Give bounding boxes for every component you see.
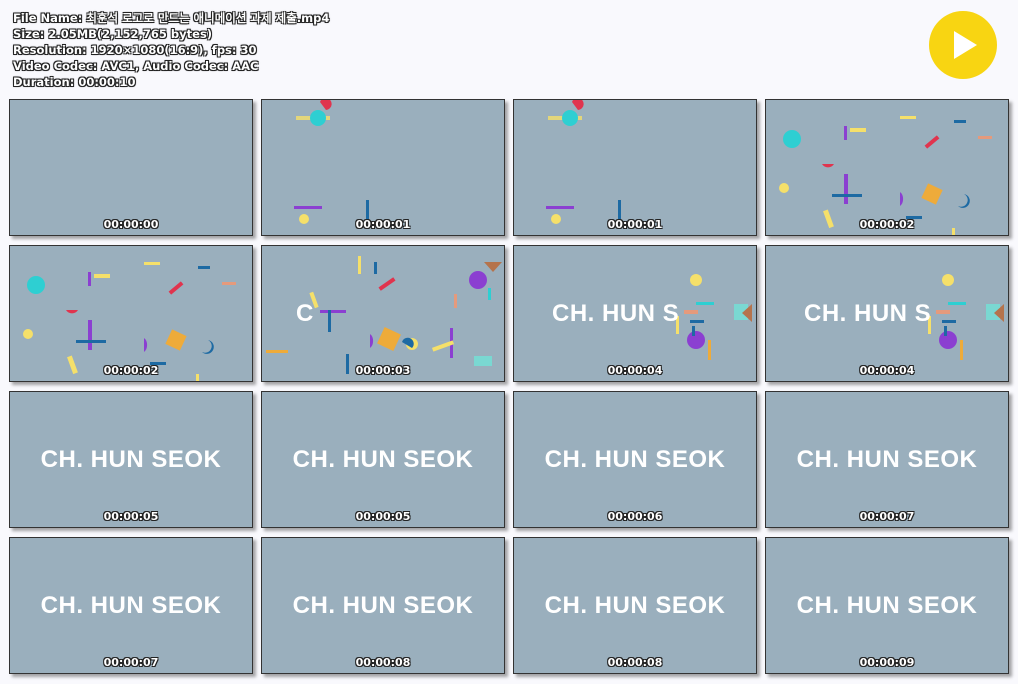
video-thumbnail[interactable]: 00:00:02	[765, 99, 1009, 236]
file-size-line: Size: 2.05MB(2,152,765 bytes)	[13, 26, 329, 42]
video-thumbnail[interactable]: C 00:00:03	[261, 245, 505, 382]
thumbnail-timestamp: 00:00:06	[607, 510, 663, 523]
thumbnail-title: CH. HUN SEOK	[292, 445, 474, 473]
video-thumbnail[interactable]: CH. HUN SEOK 00:00:09	[765, 537, 1009, 674]
confetti-shapes	[676, 274, 752, 360]
thumbnail-title: CH. HUN SEOK	[40, 445, 222, 473]
thumbnail-title: CH. HUN SEOK	[292, 591, 474, 619]
play-icon	[954, 31, 977, 59]
resolution-value: 1920×1080(16:9), fps: 30	[90, 43, 257, 57]
thumbnail-timestamp: 00:00:08	[607, 656, 663, 669]
file-name-value: 최훈석 로고로 만드는 애니메이션 과제 제출.mp4	[86, 11, 330, 25]
thumbnail-timestamp: 00:00:02	[103, 364, 159, 377]
thumbnail-timestamp: 00:00:07	[859, 510, 915, 523]
thumbnail-title: CH. HUN SEOK	[544, 445, 726, 473]
file-info-panel: File Name: 최훈석 로고로 만드는 애니메이션 과제 제출.mp4 S…	[13, 10, 329, 90]
thumbnail-timestamp: 00:00:04	[859, 364, 915, 377]
video-thumbnail[interactable]: 00:00:00	[9, 99, 253, 236]
thumbnail-title: CH. HUN SEOK	[544, 591, 726, 619]
thumbnail-grid: 00:00:00 00:00:01 00:00:01 00:00:02	[9, 99, 1009, 674]
video-thumbnail[interactable]: CH. HUN SEOK 00:00:07	[765, 391, 1009, 528]
confetti-shapes	[928, 274, 1004, 360]
thumbnail-timestamp: 00:00:05	[103, 510, 159, 523]
codec-line: Video Codec: AVC1, Audio Codec: AAC	[13, 58, 329, 74]
confetti-shapes	[546, 100, 621, 224]
duration-value: 00:00:10	[78, 75, 136, 89]
video-thumbnail[interactable]: 00:00:01	[513, 99, 757, 236]
video-thumbnail[interactable]: 00:00:02	[9, 245, 253, 382]
video-thumbnail[interactable]: CH. HUN S 00:00:04	[765, 245, 1009, 382]
video-thumbnail[interactable]: CH. HUN SEOK 00:00:06	[513, 391, 757, 528]
thumbnail-title: C	[296, 299, 314, 327]
resolution-label: Resolution:	[13, 43, 87, 57]
play-button[interactable]	[929, 11, 997, 79]
video-thumbnail[interactable]: CH. HUN SEOK 00:00:08	[261, 537, 505, 674]
codec-label: Video Codec:	[13, 59, 98, 73]
confetti-shapes	[23, 262, 236, 381]
video-thumbnail[interactable]: CH. HUN SEOK 00:00:08	[513, 537, 757, 674]
thumbnail-timestamp: 00:00:05	[355, 510, 411, 523]
confetti-shapes	[294, 100, 369, 224]
thumbnail-timestamp: 00:00:01	[355, 218, 411, 231]
codec-value: AVC1, Audio Codec: AAC	[101, 59, 259, 73]
thumbnail-timestamp: 00:00:07	[103, 656, 159, 669]
confetti-shapes	[266, 256, 502, 374]
video-thumbnail[interactable]: CH. HUN SEOK 00:00:05	[261, 391, 505, 528]
file-size-label: Size:	[13, 27, 45, 41]
thumbnail-timestamp: 00:00:09	[859, 656, 915, 669]
thumbnail-title: CH. HUN SEOK	[796, 445, 978, 473]
thumbnail-title: CH. HUN SEOK	[40, 591, 222, 619]
thumbnail-timestamp: 00:00:02	[859, 218, 915, 231]
confetti-shapes	[779, 116, 992, 235]
thumbnail-timestamp: 00:00:04	[607, 364, 663, 377]
video-thumbnail[interactable]: 00:00:01	[261, 99, 505, 236]
file-name-label: File Name:	[13, 11, 83, 25]
thumbnail-title: CH. HUN S	[804, 299, 932, 327]
thumbnail-title: CH. HUN SEOK	[796, 591, 978, 619]
duration-label: Duration:	[13, 75, 75, 89]
video-thumbnail[interactable]: CH. HUN SEOK 00:00:05	[9, 391, 253, 528]
confetti-shapes	[10, 100, 252, 235]
file-name-line: File Name: 최훈석 로고로 만드는 애니메이션 과제 제출.mp4	[13, 10, 329, 26]
file-size-value: 2.05MB(2,152,765 bytes)	[48, 27, 213, 41]
thumbnail-timestamp: 00:00:01	[607, 218, 663, 231]
video-thumbnail[interactable]: CH. HUN S 00:00:04	[513, 245, 757, 382]
thumbnail-timestamp: 00:00:08	[355, 656, 411, 669]
resolution-line: Resolution: 1920×1080(16:9), fps: 30	[13, 42, 329, 58]
thumbnail-title: CH. HUN S	[552, 299, 680, 327]
thumbnail-timestamp: 00:00:03	[355, 364, 411, 377]
thumbnail-timestamp: 00:00:00	[103, 218, 159, 231]
video-thumbnail[interactable]: CH. HUN SEOK 00:00:07	[9, 537, 253, 674]
duration-line: Duration: 00:00:10	[13, 74, 329, 90]
